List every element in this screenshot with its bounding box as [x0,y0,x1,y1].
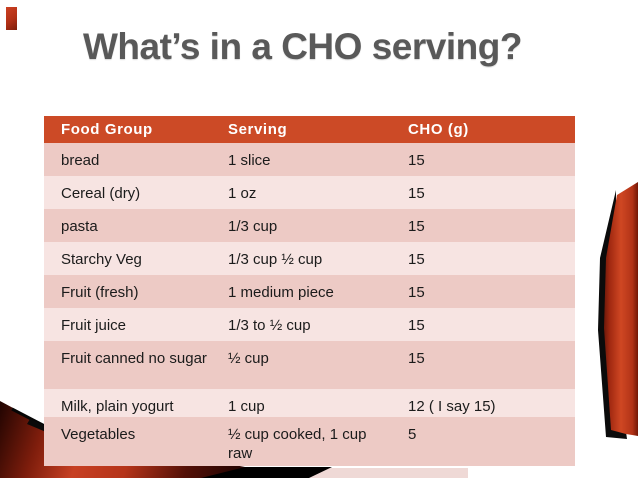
table-cell: ½ cup [211,341,391,389]
table-header-cell: CHO (g) [391,116,575,143]
table-row: Fruit (fresh) 1 medium piece 15 [44,275,575,308]
table-cell: 15 [391,275,575,308]
table-cell: 15 [391,341,575,389]
table-header-cell: Food Group [44,116,211,143]
table-cell: Fruit juice [44,308,211,341]
cho-table: Food Group Serving CHO (g) bread 1 slice 15 C… [44,116,575,466]
table-cell: 1 cup [211,389,391,417]
table-cell: 1 oz [211,176,391,209]
table-cell: 1/3 cup ½ cup [211,242,391,275]
table-row: Fruit juice 1/3 to ½ cup 15 [44,308,575,341]
table-cell: 5 [391,417,575,466]
table-cell: Fruit (fresh) [44,275,211,308]
table-cell: 15 [391,143,575,176]
table-cell: pasta [44,209,211,242]
table-cell: 15 [391,209,575,242]
table-cell: 1/3 cup [211,209,391,242]
table-cell: 15 [391,176,575,209]
table-cell: 15 [391,308,575,341]
table-row: bread 1 slice 15 [44,143,575,176]
table-row: Milk, plain yogurt 1 cup 12 ( I say 15) [44,389,575,417]
table-row: Cereal (dry) 1 oz 15 [44,176,575,209]
table-cell: 1/3 to ½ cup [211,308,391,341]
table-cell: 1 medium piece [211,275,391,308]
table-cell: bread [44,143,211,176]
right-ribbon-shadow-shape [598,190,627,439]
table-row: pasta 1/3 cup 15 [44,209,575,242]
table-body: bread 1 slice 15 Cereal (dry) 1 oz 15 pasta 1/3… [44,143,575,466]
table-cell: ½ cup cooked, 1 cup raw [211,417,391,466]
table-header-cell: Serving [211,116,391,143]
bottom-pale-band-shape [298,468,468,478]
table-row: Fruit canned no sugar ½ cup 15 [44,341,575,389]
table-cell: Milk, plain yogurt [44,389,211,417]
table-cell: Cereal (dry) [44,176,211,209]
table-cell: 1 slice [211,143,391,176]
table-header-row: Food Group Serving CHO (g) [44,116,575,143]
table-row: Starchy Veg 1/3 cup ½ cup 15 [44,242,575,275]
top-left-accent-shape [6,7,17,30]
table-row: Vegetables ½ cup cooked, 1 cup raw 5 [44,417,575,466]
table-cell: 15 [391,242,575,275]
slide-title: What’s in a CHO serving? [83,26,522,67]
table-cell: Starchy Veg [44,242,211,275]
table-cell: Fruit canned no sugar [44,341,211,389]
bottom-black-wedge-shape [199,467,332,478]
right-ribbon-shape [604,182,638,436]
table-cell: Vegetables [44,417,211,466]
table-cell: 12 ( I say 15) [391,389,575,417]
